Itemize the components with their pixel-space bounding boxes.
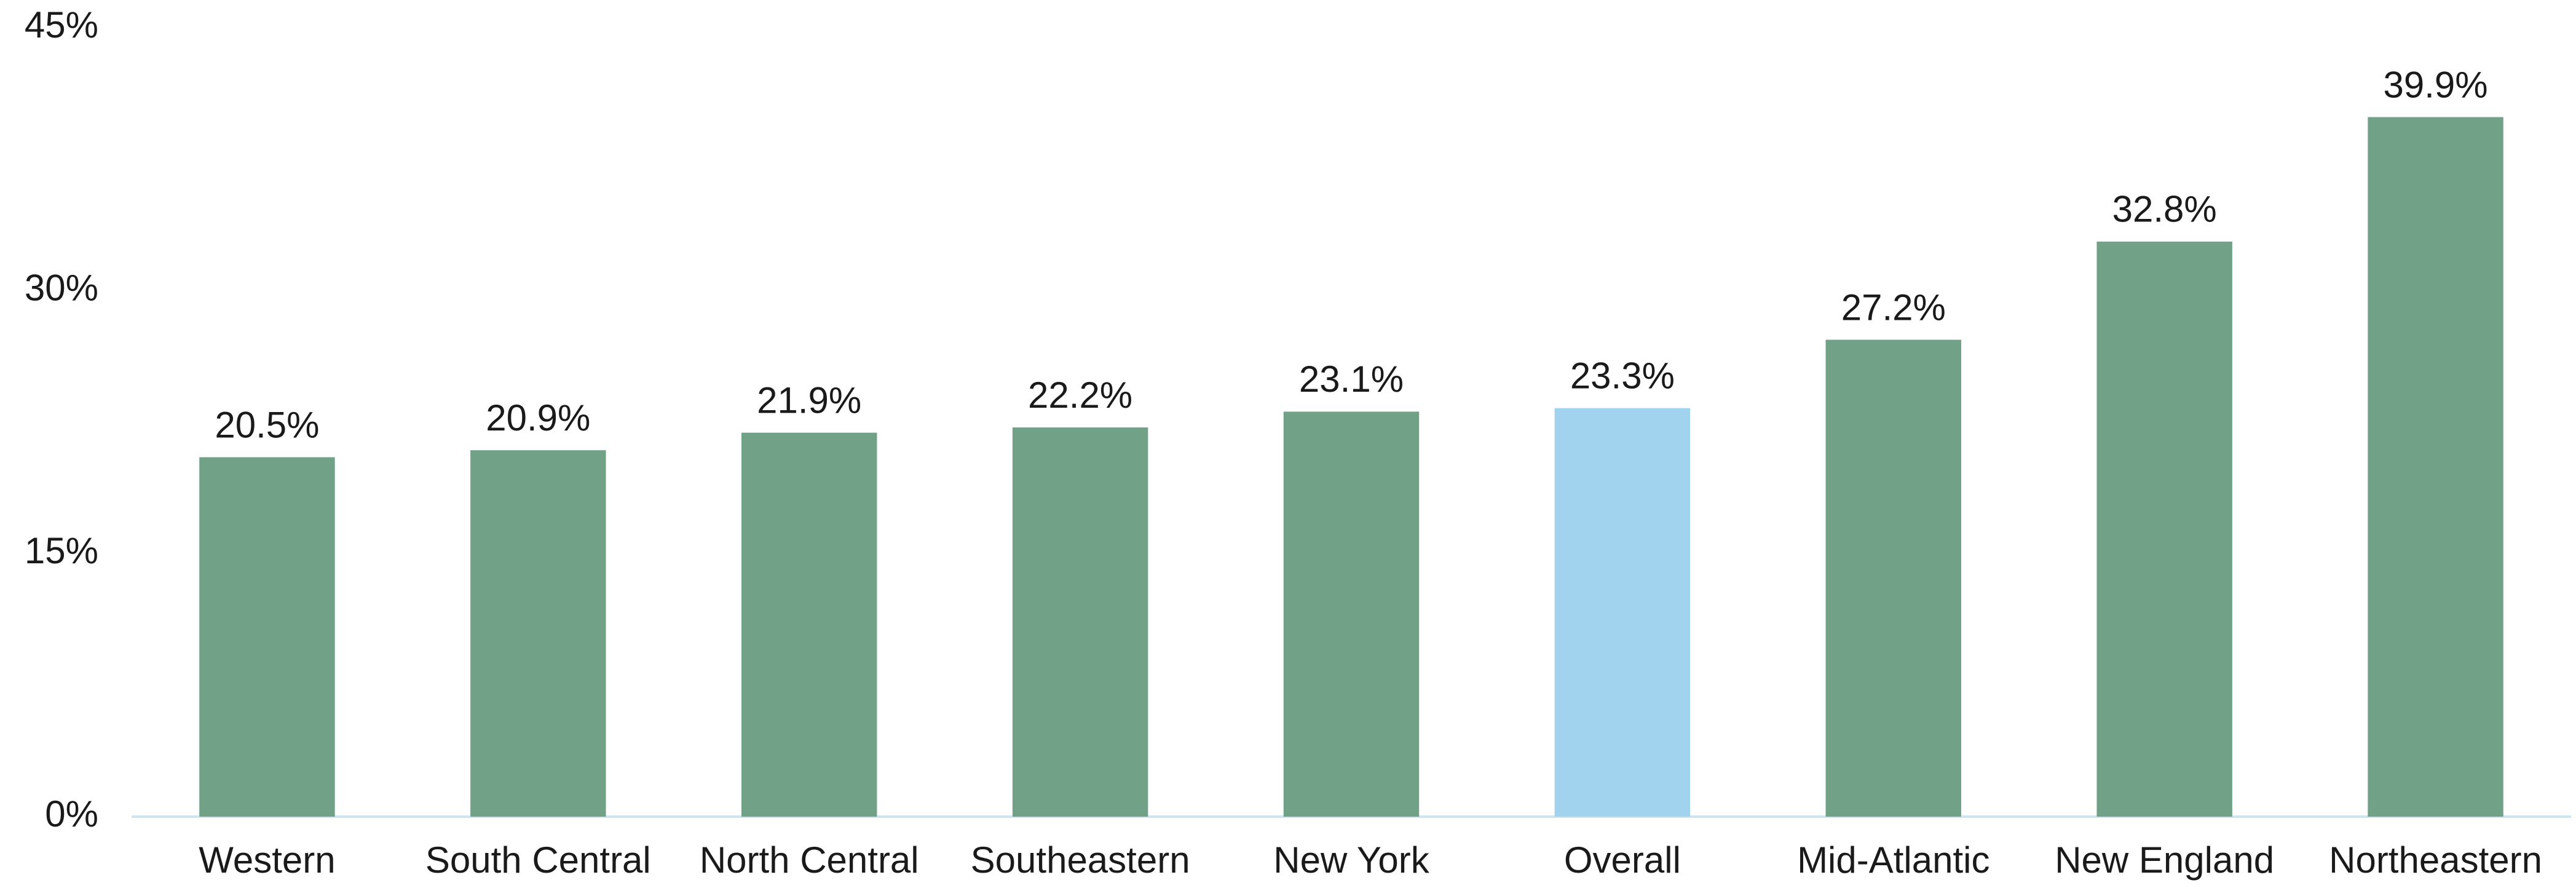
y-tick-label: 15% [25,530,98,571]
x-tick-label: Overall [1564,839,1681,881]
value-label: 23.1% [1299,359,1404,400]
value-label: 32.8% [2112,189,2217,230]
bar [199,457,335,817]
bar [1825,339,1961,817]
value-label: 21.9% [757,379,861,421]
x-tick-label: Southeastern [971,839,1190,881]
y-tick-label: 45% [25,4,98,46]
x-tick-label: New England [2055,839,2274,881]
x-tick-label: New York [1273,839,1429,881]
value-label: 20.9% [486,397,590,438]
x-tick-label: Western [199,839,335,881]
y-tick-label: 0% [45,793,98,834]
bar [1554,408,1691,817]
bar [2368,117,2503,817]
bar [1283,411,1420,817]
x-tick-label: Northeastern [2329,839,2542,881]
value-label: 27.2% [1841,287,1946,328]
x-tick-label: South Central [425,839,651,881]
bar [741,432,877,817]
bar [2096,241,2232,817]
bar [470,450,606,817]
value-label: 20.5% [215,404,319,445]
value-label: 23.3% [1570,355,1675,397]
value-label: 39.9% [2383,64,2487,105]
bar [1012,427,1148,817]
value-label: 22.2% [1028,375,1132,416]
y-tick-label: 30% [25,268,98,309]
x-tick-label: Mid-Atlantic [1797,839,1989,881]
x-tick-label: North Central [700,839,919,881]
